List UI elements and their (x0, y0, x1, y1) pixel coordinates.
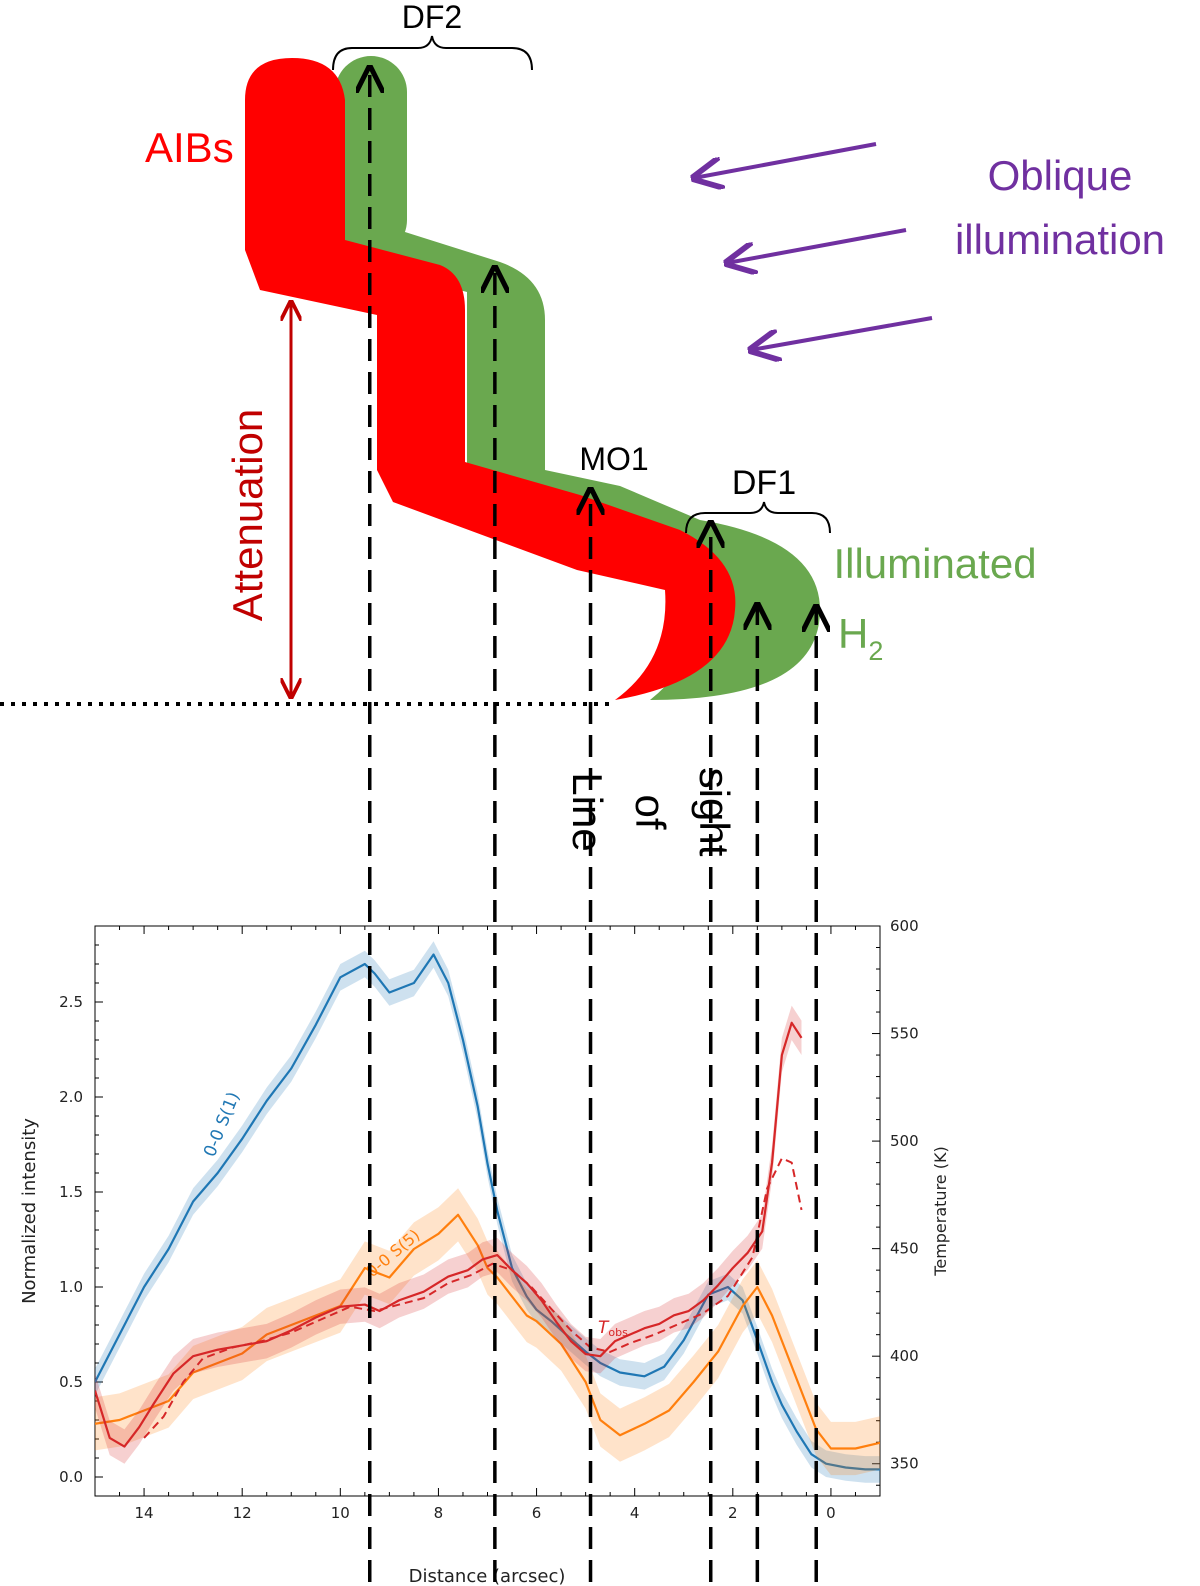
df2-brace (332, 35, 533, 71)
y-tick-label: 1.0 (59, 1278, 83, 1296)
series-band-1 (95, 1188, 880, 1476)
aibs-layer (245, 58, 736, 700)
y-tick-label: 2.0 (59, 1088, 83, 1106)
los-label-line3: sight (691, 768, 738, 857)
mo1-label: MO1 (579, 441, 648, 477)
axis-ticks: 14 12 10 8 6 4 2 0 0.0 0.5 1.0 1.5 2.0 2.5 350 400 450 50… (59, 917, 919, 1522)
los-label-line2: of (627, 794, 674, 829)
y-tick-label: 2.5 (59, 993, 83, 1011)
y-axis-label: Normalized intensity (19, 1118, 40, 1304)
x-axis-label: Distance (arcsec) (409, 1566, 566, 1586)
x-tick-label: 6 (532, 1504, 542, 1522)
y-tick-label: 0.0 (59, 1468, 83, 1486)
y2-tick-label: 350 (890, 1455, 919, 1473)
annotation-tobs-main: T (598, 1318, 610, 1338)
attenuation-label: Attenuation (224, 409, 271, 622)
oblique-label-line1: Oblique (988, 152, 1133, 199)
x-tick-label: 10 (331, 1504, 350, 1522)
illuminated-label: Illuminated (833, 540, 1036, 587)
illumination-arrow-3 (751, 316, 933, 350)
y-tick-label: 1.5 (59, 1183, 83, 1201)
y2-axis-label: Temperature (K) (931, 1146, 950, 1276)
aibs-label: AIBs (145, 124, 234, 171)
x-tick-label: 14 (135, 1504, 154, 1522)
y-tick-label: 0.5 (59, 1373, 83, 1391)
y2-tick-label: 450 (890, 1240, 919, 1258)
x-tick-label: 2 (728, 1504, 738, 1522)
series-line-1 (95, 1213, 880, 1450)
annotation-tobs: Tobs (598, 1318, 628, 1339)
h2-label-sub: 2 (868, 636, 883, 666)
series-line-0 (95, 953, 880, 1471)
x-tick-label: 8 (434, 1504, 444, 1522)
y2-tick-label: 500 (890, 1132, 919, 1150)
df1-brace (685, 501, 831, 534)
y2-tick-label: 600 (890, 917, 919, 935)
chart: 14 12 10 8 6 4 2 0 0.0 0.5 1.0 1.5 2.0 2.5 350 400 450 50… (19, 917, 950, 1586)
los-label-line1: Line (564, 772, 611, 851)
illumination-arrow-2 (727, 228, 907, 263)
y2-tick-label: 400 (890, 1347, 919, 1365)
illumination-arrow-1 (694, 142, 877, 178)
h2-label-main: H (838, 610, 868, 657)
annotation-tobs-sub: obs (608, 1326, 628, 1339)
df2-label: DF2 (402, 0, 462, 35)
series-band-0 (95, 941, 880, 1483)
x-tick-label: 4 (630, 1504, 640, 1522)
x-tick-label: 12 (233, 1504, 252, 1522)
illumination-arrows (694, 142, 933, 350)
series-line-3 (143, 1157, 803, 1439)
guide-lines (370, 68, 816, 1582)
series-band-2 (95, 1005, 802, 1464)
df1-label: DF1 (732, 464, 796, 502)
h2-label: H2 (838, 610, 883, 666)
oblique-label-line2: illumination (955, 216, 1165, 263)
x-tick-label: 0 (826, 1504, 836, 1522)
y2-tick-label: 550 (890, 1025, 919, 1043)
series-layer (95, 941, 880, 1483)
schematic: AIBs Oblique illumination Attenuation DF… (0, 0, 1165, 857)
